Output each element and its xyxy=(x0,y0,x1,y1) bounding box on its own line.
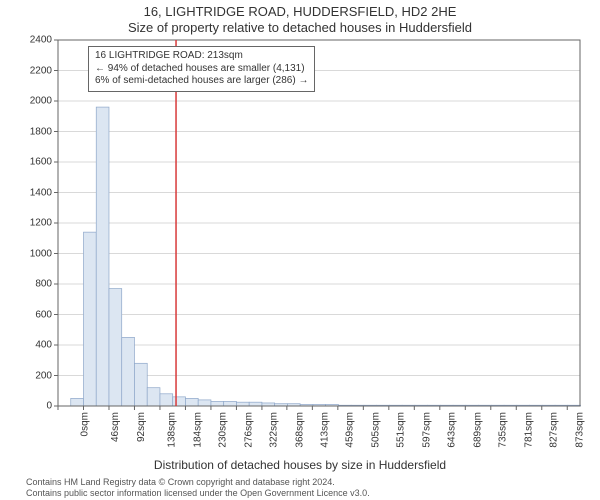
bar xyxy=(160,394,173,406)
x-axis-label: Distribution of detached houses by size … xyxy=(0,458,600,472)
bar xyxy=(109,289,122,406)
bar xyxy=(224,401,237,406)
x-tick-label: 873sqm xyxy=(574,412,585,448)
chart-supertitle: 16, LIGHTRIDGE ROAD, HUDDERSFIELD, HD2 2… xyxy=(0,4,600,19)
x-tick-label: 827sqm xyxy=(549,412,560,448)
y-tick-label: 2200 xyxy=(18,65,52,76)
x-tick-label: 689sqm xyxy=(472,412,483,448)
bar xyxy=(236,402,249,406)
chart-title: Size of property relative to detached ho… xyxy=(0,20,600,35)
x-tick-label: 551sqm xyxy=(396,412,407,448)
x-tick-label: 184sqm xyxy=(193,412,204,448)
y-tick-label: 2400 xyxy=(18,35,52,46)
bar xyxy=(249,402,262,406)
y-tick-label: 400 xyxy=(18,340,52,351)
x-tick-label: 0sqm xyxy=(79,412,90,436)
x-tick-label: 138sqm xyxy=(167,412,178,448)
x-tick-label: 368sqm xyxy=(295,412,306,448)
annotation-box: 16 LIGHTRIDGE ROAD: 213sqm ← 94% of deta… xyxy=(88,46,315,92)
x-tick-label: 92sqm xyxy=(136,412,147,442)
y-tick-label: 2000 xyxy=(18,96,52,107)
footer-line2: Contains public sector information licen… xyxy=(26,488,370,498)
y-tick-label: 1600 xyxy=(18,157,52,168)
plot-svg xyxy=(58,40,580,406)
y-tick-label: 200 xyxy=(18,370,52,381)
x-tick-label: 643sqm xyxy=(447,412,458,448)
footer-line1: Contains HM Land Registry data © Crown c… xyxy=(26,477,335,487)
x-tick-label: 46sqm xyxy=(111,412,122,442)
bar xyxy=(83,232,96,406)
plot-area: 0200400600800100012001400160018002000220… xyxy=(58,40,580,406)
annotation-line2: ← 94% of detached houses are smaller (4,… xyxy=(95,63,308,76)
bar xyxy=(134,363,147,406)
x-tick-label: 230sqm xyxy=(218,412,229,448)
bar xyxy=(71,398,84,406)
annotation-line3: 6% of semi-detached houses are larger (2… xyxy=(95,75,308,88)
x-tick-label: 597sqm xyxy=(421,412,432,448)
chart-container: 16, LIGHTRIDGE ROAD, HUDDERSFIELD, HD2 2… xyxy=(0,0,600,500)
x-tick-label: 735sqm xyxy=(498,412,509,448)
y-tick-label: 0 xyxy=(18,401,52,412)
x-tick-label: 413sqm xyxy=(319,412,330,448)
x-tick-label: 459sqm xyxy=(345,412,356,448)
y-tick-label: 1000 xyxy=(18,248,52,259)
x-tick-label: 276sqm xyxy=(244,412,255,448)
bar xyxy=(173,397,186,406)
bar xyxy=(198,400,211,406)
bar xyxy=(185,398,198,406)
y-tick-label: 600 xyxy=(18,309,52,320)
annotation-line1: 16 LIGHTRIDGE ROAD: 213sqm xyxy=(95,50,308,63)
bar xyxy=(96,107,109,406)
y-tick-label: 1400 xyxy=(18,187,52,198)
bar xyxy=(122,337,135,406)
bar xyxy=(211,401,224,406)
y-tick-label: 1200 xyxy=(18,218,52,229)
y-tick-label: 800 xyxy=(18,279,52,290)
x-tick-label: 781sqm xyxy=(523,412,534,448)
y-tick-label: 1800 xyxy=(18,126,52,137)
x-tick-label: 505sqm xyxy=(370,412,381,448)
x-tick-label: 322sqm xyxy=(269,412,280,448)
bar xyxy=(147,388,160,406)
